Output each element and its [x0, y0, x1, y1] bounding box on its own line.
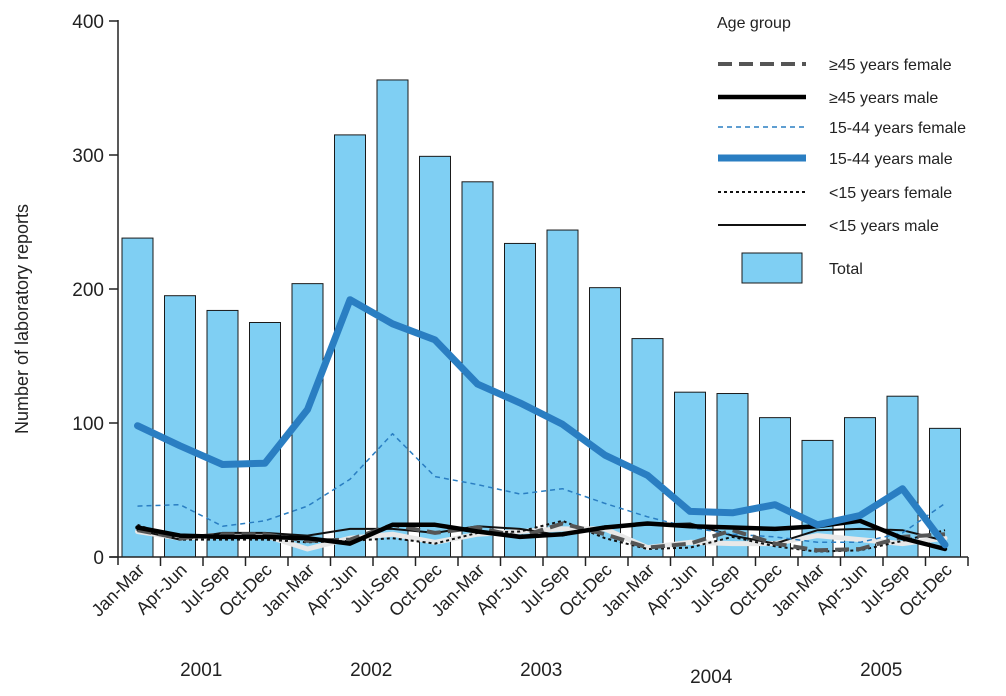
series-line-4	[137, 519, 946, 553]
bar-total	[206, 309, 239, 558]
bar-total	[121, 237, 154, 558]
bar-total	[844, 417, 876, 558]
legend-label: 15-44 years male	[829, 151, 953, 168]
year-label: 2004	[690, 667, 733, 688]
legend: Age group ≥45 years female ≥45 years male 1…	[717, 15, 966, 284]
y-tick-label: 200	[72, 280, 104, 301]
y-tick-label: 100	[72, 414, 104, 435]
year-label: 2001	[180, 660, 222, 681]
legend-label: 15-44 years female	[829, 120, 966, 137]
series-line-3	[134, 296, 949, 549]
bar-total	[546, 229, 579, 558]
bar-total	[589, 287, 621, 558]
year-label: 2002	[350, 660, 392, 681]
bar-total	[759, 417, 791, 558]
series-line-1	[135, 518, 948, 552]
year-label: 2003	[520, 660, 562, 681]
bar-total	[419, 155, 451, 558]
lines-layer	[134, 296, 949, 553]
legend-label: ≥45 years female	[829, 57, 952, 74]
y-axis-title: Number of laboratory reports	[12, 204, 32, 434]
series-line-2	[137, 432, 946, 544]
legend-swatch	[741, 252, 803, 284]
bar-total	[249, 322, 281, 558]
legend-label: <15 years female	[829, 185, 952, 202]
year-label: 2005	[860, 660, 902, 681]
y-tick-label: 400	[72, 12, 104, 33]
legend-title: Age group	[717, 15, 791, 32]
bar-total	[164, 295, 196, 558]
bar-total	[674, 391, 706, 558]
y-tick-label: 0	[93, 548, 104, 569]
bars-layer	[121, 79, 961, 558]
bar-total	[334, 134, 366, 558]
legend-label: Total	[829, 261, 863, 278]
legend-label: <15 years male	[829, 218, 939, 235]
legend-label: ≥45 years male	[829, 90, 938, 107]
y-tick-label: 300	[72, 146, 104, 167]
